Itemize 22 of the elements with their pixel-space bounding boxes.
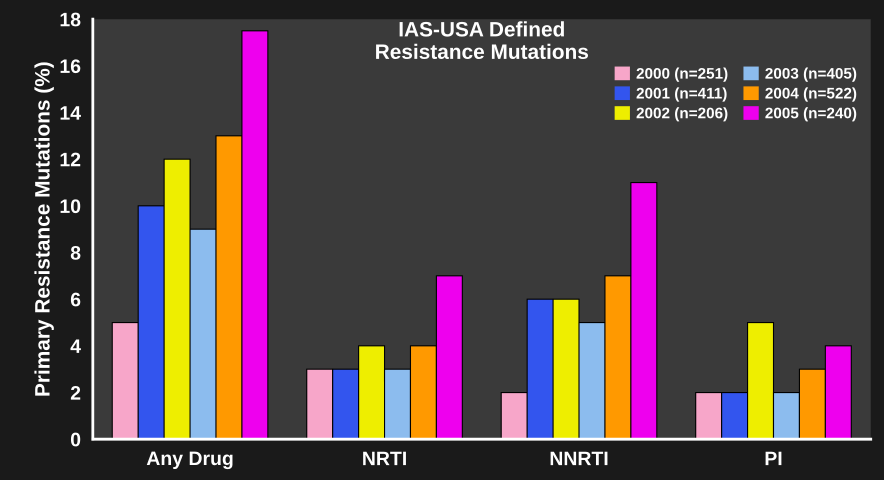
y-tick-label: 4 xyxy=(70,340,81,353)
y-tick-label: 18 xyxy=(60,12,80,26)
y-tick-label: 12 xyxy=(60,152,80,166)
text: IAS-USA Defined Resistance Mutations xyxy=(376,21,588,60)
y-axis-title: Primary Resistance Mutations (%) xyxy=(34,62,54,396)
x-tick-label: PI xyxy=(766,452,782,466)
y-tick-label: 2 xyxy=(70,386,80,400)
legend-label: 2003 (n=405) xyxy=(765,68,856,82)
legend-label: 2001 (n=411) xyxy=(636,87,727,102)
y-tick-label: 10 xyxy=(60,199,80,214)
y-tick-label: 6 xyxy=(70,292,80,306)
legend-label: 2002 (n=206) xyxy=(636,107,728,122)
y-tick-label: 14 xyxy=(60,106,81,120)
y-tick-label: 8 xyxy=(70,246,80,260)
y-tick-label: 0 xyxy=(70,432,80,446)
x-tick-label: NNRTI xyxy=(550,452,608,466)
x-tick-label: NRTI xyxy=(363,452,406,466)
x-tick-label: Any Drug xyxy=(146,452,233,470)
legend-label: 2005 (n=240) xyxy=(765,107,856,122)
y-tick-label: 16 xyxy=(60,59,80,74)
legend-label: 2004 (n=522) xyxy=(765,87,856,102)
legend-label: 2000 (n=251) xyxy=(636,68,728,82)
